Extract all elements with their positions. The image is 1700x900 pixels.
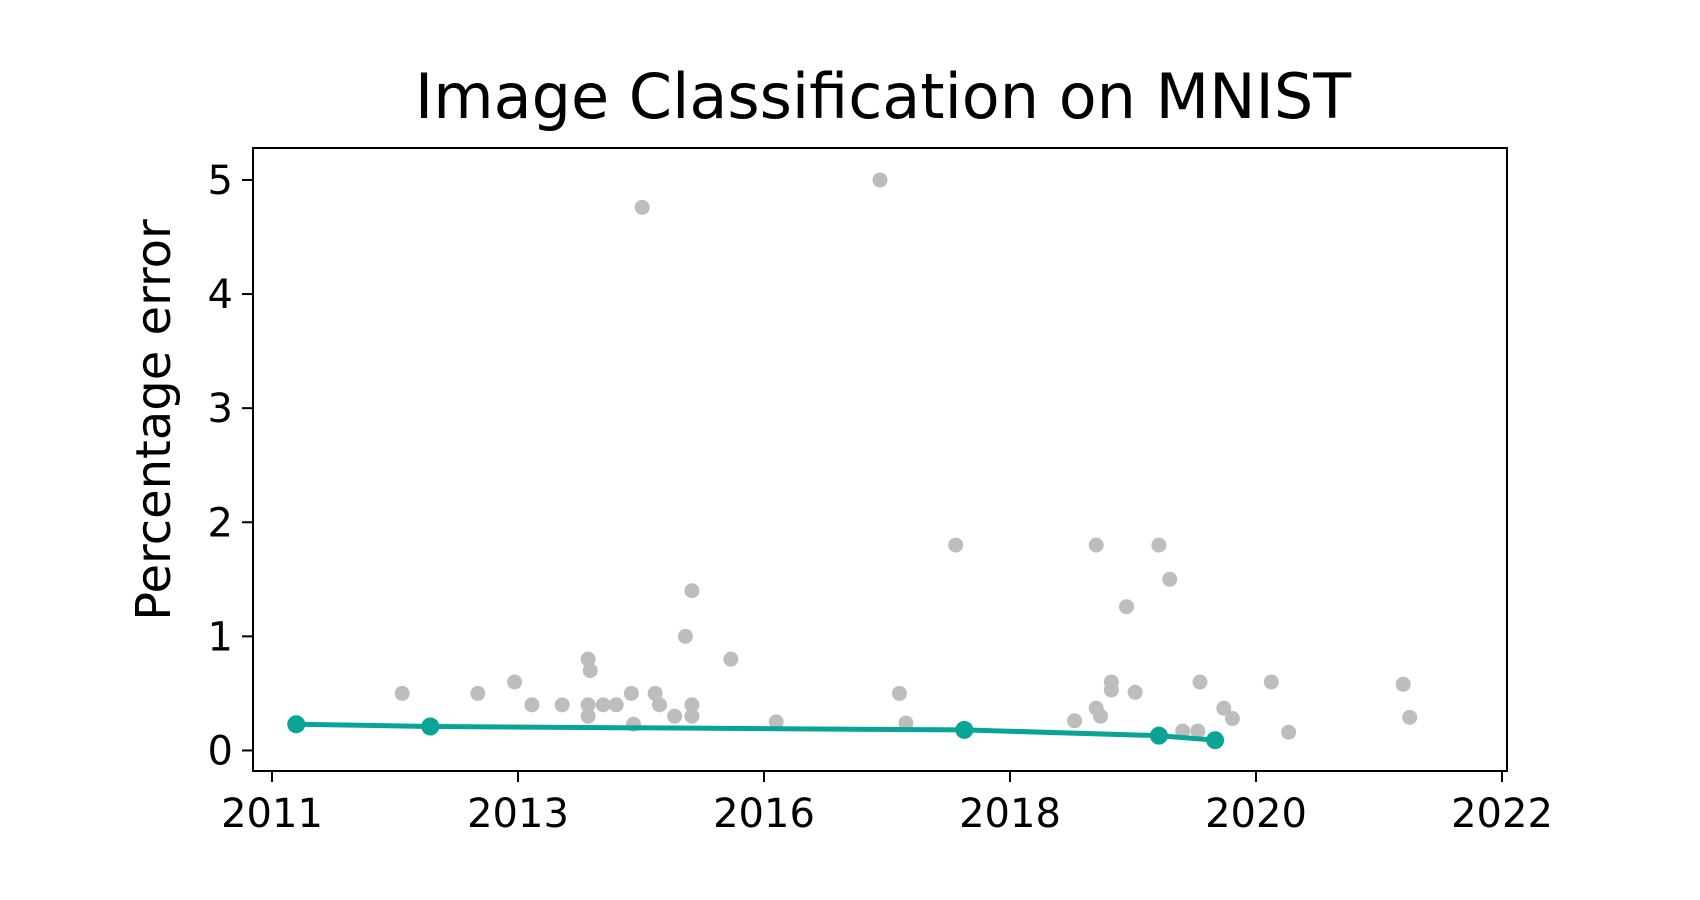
scatter-point: [684, 583, 700, 599]
scatter-point: [634, 199, 650, 215]
scatter-point: [651, 697, 667, 713]
scatter-point: [580, 651, 596, 667]
x-tick-2022: 2022: [1451, 771, 1553, 837]
scatter-point: [677, 628, 693, 644]
x-tick-label: 2013: [467, 791, 569, 837]
x-axis: 2011 2013 2016 2018 2020 2022: [221, 771, 1553, 837]
scatter-point: [1103, 682, 1119, 698]
scatter-point: [948, 537, 964, 553]
x-tick-label: 2018: [959, 791, 1061, 837]
scatter-point: [1192, 674, 1208, 690]
y-tick-label: 5: [208, 158, 233, 204]
x-tick-2018: 2018: [959, 771, 1061, 837]
scatter-point: [1281, 724, 1297, 740]
scatter-point: [580, 708, 596, 724]
x-tick-2011: 2011: [221, 771, 323, 837]
y-tick-label: 4: [208, 272, 233, 318]
scatter-point: [1093, 708, 1109, 724]
y-tick-label: 0: [208, 728, 233, 774]
scatter-point: [1395, 676, 1411, 692]
scatter-point: [768, 714, 784, 730]
x-tick-2013: 2013: [467, 771, 569, 837]
x-tick-label: 2016: [713, 791, 815, 837]
scatter-point: [667, 708, 683, 724]
scatter-point: [898, 715, 914, 731]
x-tick-2020: 2020: [1205, 771, 1307, 837]
scatter-point: [872, 172, 888, 188]
scatter-point: [891, 685, 907, 701]
scatter-point: [1127, 684, 1143, 700]
scatter-point: [723, 651, 739, 667]
scatter-point: [554, 697, 570, 713]
frontier-point: [1206, 731, 1225, 750]
y-axis: 0 1 2 3 4 5: [208, 158, 253, 774]
scatter-point: [684, 708, 700, 724]
frontier-point: [1149, 726, 1168, 745]
scatter-point: [623, 685, 639, 701]
scatter-point: [394, 685, 410, 701]
scatter-point: [1224, 711, 1240, 727]
scatter-point: [580, 697, 596, 713]
frontier-point: [421, 717, 440, 736]
y-tick-label: 3: [208, 386, 233, 432]
scatter-point: [1088, 537, 1104, 553]
x-tick-label: 2011: [221, 791, 323, 837]
y-tick-label: 1: [208, 614, 233, 660]
scatter-point: [1118, 599, 1134, 615]
y-tick-label: 2: [208, 500, 233, 546]
scatter-point: [1151, 537, 1167, 553]
frontier-point: [287, 715, 306, 734]
plot-area: [287, 172, 1418, 750]
scatter-point: [1402, 709, 1418, 725]
scatter-point: [582, 663, 598, 679]
scatter-point: [507, 674, 523, 690]
chart-title: Image Classification on MNIST: [415, 60, 1352, 133]
scatter-point: [608, 697, 624, 713]
scatter-point: [1190, 723, 1206, 739]
plot-frame: [252, 147, 1508, 772]
scatter-point: [470, 685, 486, 701]
scatter-point: [1216, 700, 1232, 716]
scatter-point: [647, 685, 663, 701]
scatter-point: [1162, 571, 1178, 587]
scatter-point: [1067, 713, 1083, 729]
x-tick-label: 2022: [1451, 791, 1553, 837]
scatter-point: [595, 697, 611, 713]
scatter-point: [524, 697, 540, 713]
frontier-point: [955, 720, 974, 739]
x-tick-label: 2020: [1205, 791, 1307, 837]
y-axis-label: Percentage error: [126, 219, 182, 621]
scatter-point: [684, 697, 700, 713]
x-tick-2016: 2016: [713, 771, 815, 837]
scatter-point: [1263, 674, 1279, 690]
